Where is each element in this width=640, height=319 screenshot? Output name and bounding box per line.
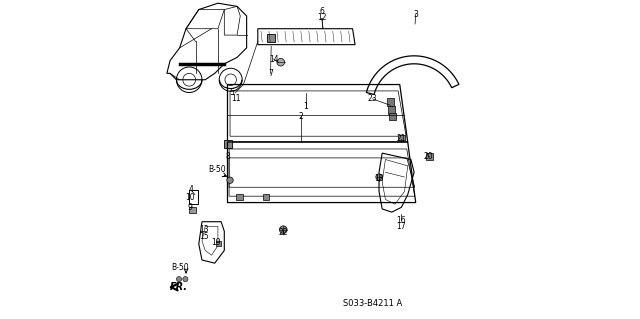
Text: 17: 17 [397, 222, 406, 231]
Text: 10: 10 [186, 193, 195, 202]
Text: 3: 3 [413, 10, 418, 19]
Text: 18: 18 [374, 174, 384, 183]
Bar [388, 106, 395, 114]
Bar [216, 241, 221, 246]
Text: 5: 5 [230, 88, 235, 97]
Bar [426, 153, 433, 160]
Bar [387, 98, 394, 106]
Text: 21: 21 [397, 134, 406, 143]
Text: 12: 12 [317, 13, 326, 22]
Bar [398, 135, 404, 141]
Text: B-50: B-50 [171, 263, 188, 272]
Text: 8: 8 [225, 152, 230, 161]
Bar [223, 140, 232, 148]
Bar [267, 34, 275, 42]
Text: 16: 16 [397, 216, 406, 225]
Circle shape [277, 58, 285, 66]
Text: 23: 23 [368, 94, 378, 103]
Text: 14: 14 [269, 55, 278, 63]
Text: 15: 15 [199, 232, 209, 241]
Text: 4: 4 [188, 185, 193, 194]
Circle shape [227, 177, 233, 183]
Circle shape [280, 226, 287, 234]
Text: 2: 2 [298, 112, 303, 121]
Text: 1: 1 [303, 102, 308, 111]
Text: FR.: FR. [170, 282, 188, 292]
Bar [189, 207, 196, 213]
Circle shape [183, 277, 188, 282]
Text: 19: 19 [211, 238, 221, 247]
Circle shape [376, 174, 382, 180]
Bar [262, 194, 269, 200]
Text: 11: 11 [232, 94, 241, 103]
Text: B-50: B-50 [209, 165, 226, 174]
Text: 13: 13 [199, 225, 209, 234]
Text: 22: 22 [278, 228, 288, 237]
Bar [388, 113, 396, 120]
Circle shape [177, 277, 182, 282]
Text: 20: 20 [424, 152, 433, 161]
Text: 9: 9 [188, 203, 193, 212]
Text: S033-B4211 A: S033-B4211 A [343, 299, 403, 308]
Text: 7: 7 [268, 69, 273, 78]
Text: 6: 6 [319, 7, 324, 16]
Bar [236, 194, 243, 200]
